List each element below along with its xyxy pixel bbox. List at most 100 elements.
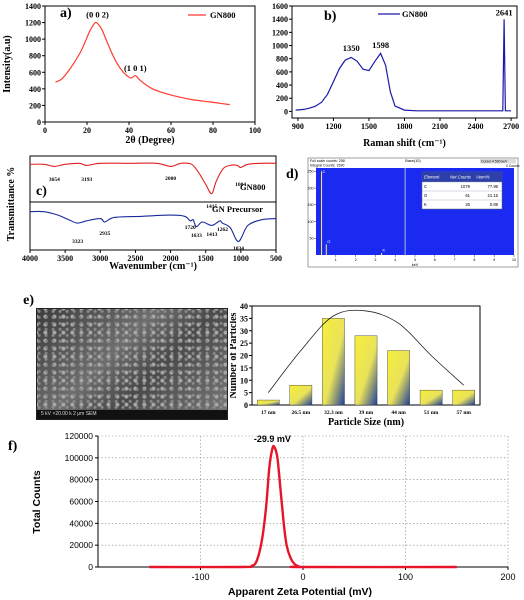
chart-f-xtick-label: 0 xyxy=(300,572,305,582)
chart-a-ytick-label: 200 xyxy=(29,101,41,110)
chart-e-xtick-label: 51 nm xyxy=(424,410,439,416)
chart-b-legend-label: GN800 xyxy=(402,9,428,19)
chart-e-ytick-label: 30 xyxy=(240,327,248,336)
chart-b-raman: b) 900 1200 1500 1800 2100 2400 2700 0 200 400 600… xyxy=(272,2,519,149)
chart-c-band-label: 1004 xyxy=(235,182,246,188)
sem-info-bar: 5 kV ×20.00 k 2 μm SEM xyxy=(37,410,227,419)
chart-c-xtick-label: 1000 xyxy=(233,254,249,263)
chart-c-plot: 4000 3500 3000 2500 2000 1500 1000 500 GN800 GN P… xyxy=(6,155,282,272)
chart-e-ytick-label: 20 xyxy=(240,352,248,361)
chart-e-xtick-label: 32.3 nm xyxy=(324,410,343,416)
chart-e-ytick-label: 15 xyxy=(240,364,248,373)
chart-c-xtick-label: 3000 xyxy=(92,254,108,263)
chart-d-xtick-label: 2 xyxy=(355,258,357,262)
chart-d-xtick-label: 10 xyxy=(512,258,516,262)
chart-d-xtick-label: 4 xyxy=(394,258,396,262)
chart-b-peak-label: 1598 xyxy=(372,40,389,50)
sem-scale-text: 5 kV ×20.00 k 2 μm SEM xyxy=(41,411,97,417)
chart-c-band-label: 1415 xyxy=(206,204,217,210)
chart-a-ytick-label: 0 xyxy=(37,118,41,127)
chart-a-xtick-label: 40 xyxy=(125,126,133,135)
chart-d-cursor-label: Cursor: xyxy=(481,160,492,164)
chart-c-legend-gn800: GN800 xyxy=(240,182,266,192)
chart-d-ytick-label: 100 xyxy=(308,220,314,224)
chart-a-ytick-label: 1000 xyxy=(25,35,41,44)
chart-a-legend-label: GN800 xyxy=(210,10,236,20)
chart-d-cursor-box xyxy=(480,159,516,164)
chart-e-bar xyxy=(354,335,378,406)
chart-c-xtick-label: 2000 xyxy=(163,254,179,263)
chart-f-ytick-label: 40000 xyxy=(69,518,93,528)
chart-c-band-label: 1034 xyxy=(233,246,244,252)
chart-c-band-label: 2935 xyxy=(99,231,110,237)
chart-d-xtick-label: 8 xyxy=(473,258,475,262)
chart-f-ytick-label: 100000 xyxy=(65,453,94,463)
chart-e-xtick-label: 57 nm xyxy=(456,410,471,416)
chart-e-xtick-label: 17 nm xyxy=(261,410,276,416)
chart-d-cursor-value: 4.500 keV xyxy=(492,160,508,164)
chart-b-xtick-label: 1200 xyxy=(325,122,341,131)
chart-b-plot: 900 1200 1500 1800 2100 2400 2700 0 200 400 600 800… xyxy=(272,2,519,149)
chart-d-xtick-label: 9 xyxy=(493,258,495,262)
chart-f-xtick-label: 200 xyxy=(500,572,515,582)
chart-d-table-cell: 1079 xyxy=(461,184,471,189)
chart-d-header-left-2: Integral Counts: 1590 xyxy=(310,164,344,168)
chart-a-peak-label: (1 0 1) xyxy=(124,63,147,73)
chart-d-ytick-label: 50 xyxy=(310,237,314,241)
chart-d-table-cell: 21.15 xyxy=(488,193,499,198)
chart-d-table-header-cell: Atom% xyxy=(475,175,490,180)
chart-e-ytick-label: 5 xyxy=(244,389,248,398)
chart-e-ytick-label: 35 xyxy=(240,314,248,323)
chart-c-xtick-label: 4000 xyxy=(22,254,38,263)
chart-d-table-cell: K xyxy=(424,202,427,207)
chart-c-xtick-label: 3500 xyxy=(57,254,73,263)
chart-e-xtick-label: 26.5 nm xyxy=(292,410,311,416)
chart-d-table-cell: 77.96 xyxy=(488,184,499,189)
chart-e-bar xyxy=(387,350,410,406)
chart-a-peak-label: (0 0 2) xyxy=(86,9,109,19)
chart-d-ytick-label: 250 xyxy=(308,170,314,174)
chart-a-ytick-label: 600 xyxy=(29,68,41,77)
chart-d-xlabel: keV xyxy=(412,263,419,267)
chart-c-band-label: 1262 xyxy=(217,227,228,233)
chart-f-ytick-label: 120000 xyxy=(65,431,94,441)
chart-e-ylabel: Number of Particles xyxy=(230,312,239,398)
chart-b-series-line xyxy=(295,19,512,112)
chart-d-table-cell: 0.89 xyxy=(490,202,499,207)
chart-f-xtick-label: 100 xyxy=(398,572,413,582)
chart-b-peak-label: 1350 xyxy=(343,43,360,53)
chart-f-ytick-label: 20000 xyxy=(69,540,93,550)
chart-d-header-left-1: Full scale counts: 258 xyxy=(310,159,345,163)
chart-e-ytick-label: 25 xyxy=(240,339,248,348)
chart-b-xlabel: Raman shift (cm⁻¹) xyxy=(363,138,446,149)
chart-e-ytick-label: 0 xyxy=(244,401,248,410)
chart-d-peak-label: C xyxy=(323,169,326,174)
chart-c-legend-precursor: GN Precursor xyxy=(212,204,263,214)
chart-d-peak-label: K xyxy=(383,247,386,252)
chart-c-xtick-label: 1500 xyxy=(198,254,214,263)
chart-a-ylabel: Intensity(a.u) xyxy=(2,35,13,93)
chart-f-peak-label: -29.9 mV xyxy=(254,434,291,444)
panel-letter-c: c) xyxy=(36,184,47,199)
chart-a-frame xyxy=(44,5,256,123)
chart-e-ytick-label: 40 xyxy=(240,302,248,311)
chart-a-ytick-label: 800 xyxy=(29,52,41,61)
chart-c-frame xyxy=(29,155,277,251)
chart-d-ytick-label: 150 xyxy=(308,203,314,207)
chart-e-histogram: 0 5 10 15 20 25 30 35 40 17 nm 26.5 nm 32.3 nm 39 nm… xyxy=(230,302,481,428)
chart-d-table-cell: 61 xyxy=(465,193,470,198)
chart-c-band-label: 1633 xyxy=(191,233,202,239)
chart-e-bar xyxy=(322,318,345,406)
chart-b-xtick-label: 1500 xyxy=(361,122,377,131)
chart-a-xtick-label: 60 xyxy=(167,126,175,135)
chart-c-xlabel: Wavenumber (cm⁻¹) xyxy=(109,261,197,272)
chart-f-zeta: f) -100 0 100 200 0 20000 40000 60000 80000 10000… xyxy=(8,431,516,598)
chart-e-bar xyxy=(289,384,313,406)
chart-a-xtick-label: 20 xyxy=(83,126,91,135)
chart-b-xtick-label: 2400 xyxy=(468,122,484,131)
chart-d-table-cell: 26 xyxy=(465,202,470,207)
chart-d-peak-label: O xyxy=(327,239,330,244)
chart-c-band-label: 2000 xyxy=(165,176,176,182)
chart-c-xtick-label: 2500 xyxy=(127,254,143,263)
